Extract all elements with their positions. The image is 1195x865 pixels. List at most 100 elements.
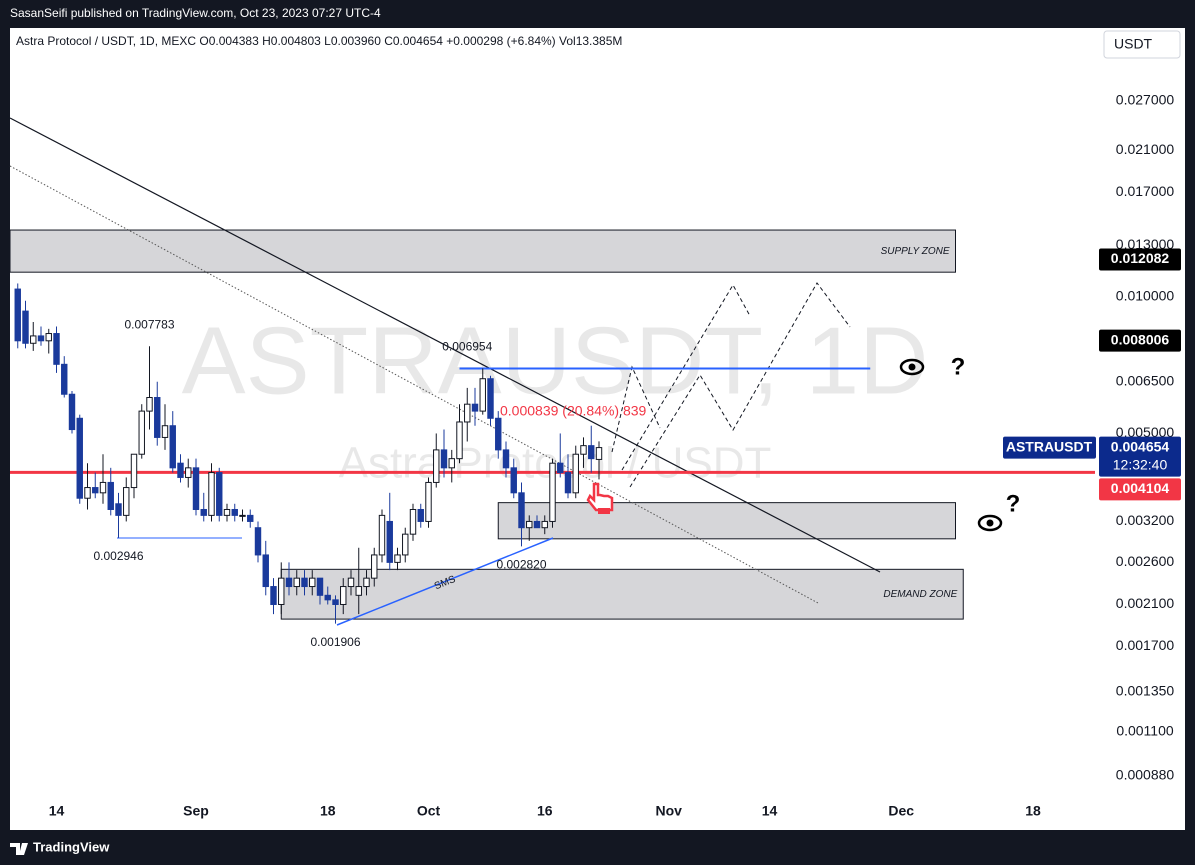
y-tick-label: 0.001100 [1116,723,1174,739]
currency-label: USDT [1114,36,1153,52]
measure-label: 0.000839 (20.84%) 839 [500,403,647,419]
candle-body [61,363,68,395]
candle-body [14,288,21,342]
candle-body [223,508,231,516]
price-annotation: 0.006954 [442,340,492,354]
candle-body [262,554,269,588]
candle-body [440,449,448,469]
x-tick-label: Nov [656,803,683,819]
candle-body [37,335,45,342]
candle-body [99,481,107,494]
candle-body [22,310,29,344]
candle-body [30,335,37,344]
zone-label: SUPPLY ZONE [881,246,950,257]
candle-body [185,467,192,478]
candle-body [115,503,122,516]
candle-body [378,514,386,556]
sms-line [336,537,554,626]
candle-body [76,417,83,499]
candle-body [123,487,130,516]
candle-body [192,467,200,510]
y-tick-label: 0.021000 [1116,141,1175,157]
candle-body [572,453,579,494]
candle-body [549,462,556,522]
candle-body [557,462,564,474]
candle-body [479,378,486,412]
candle-body [471,403,479,412]
candle-body [526,520,533,529]
candle-body [216,472,223,516]
y-tick-label: 0.017000 [1116,183,1175,199]
price-annotation: 0.002946 [93,549,143,563]
candle-body [425,481,432,522]
candle-body [301,577,308,588]
candle-body [433,449,440,483]
zone [280,568,964,620]
candle-body [247,514,254,522]
candle-body [347,577,355,588]
price-annotation: 0.001906 [310,635,360,649]
symbol-badge [1003,436,1096,459]
x-tick-label: 16 [537,803,553,819]
header: SasanSeifi published on TradingView.com,… [10,6,381,20]
question-mark: ? [1006,490,1021,517]
candle-body [154,397,161,438]
y-tick-label: 0.027000 [1116,92,1175,108]
candle-body [355,586,362,596]
x-tick-label: 18 [320,803,336,819]
projection [621,283,751,471]
candle-body [84,487,91,499]
candle-body [487,378,494,419]
y-tick-label: 0.002100 [1116,595,1175,611]
candle-body [270,586,277,605]
candle-body [402,533,409,556]
y-tick-label: 0.005000 [1116,424,1175,440]
candle-body [533,520,541,529]
y-tick-label: 0.002600 [1116,553,1175,569]
x-tick-label: 14 [49,803,65,819]
candle-body [363,577,370,588]
chart-area [10,28,1185,830]
last-price-label: 0.004654 [1111,438,1170,454]
candle-body [293,577,300,588]
plot: 0.007783 0.002946 0.006954 0.002820 0.001906 [10,283,1095,649]
candle-body [580,445,587,455]
candle-body [177,462,184,478]
candle-body [588,445,595,460]
countdown: 12:32:40 [1113,456,1168,472]
candle-body [239,514,246,517]
candle-body [107,481,114,510]
axes: 0.027000 0.021000 0.017000 0.013000 0.010000… [49,92,1181,819]
candle-body [68,393,76,431]
y-tick-label: 0.003200 [1116,512,1175,528]
candle-body [278,577,285,605]
candle-body [541,520,548,529]
candle-body [456,421,463,460]
currency-button[interactable] [1103,30,1181,59]
x-tick-label: Sep [183,803,209,819]
y-tick-label: 0.001700 [1116,637,1175,653]
y-tick-label: 0.010000 [1116,288,1175,304]
zone [9,229,956,273]
candle-body [564,472,572,494]
candle-body [45,333,52,342]
price-badge [1099,248,1181,271]
question-mark: ? [951,353,966,380]
x-tick-label: Dec [888,803,914,819]
y-tick-label: 0.013000 [1116,236,1175,252]
candle-body [495,417,502,451]
symbol-label: ASTRAUSDT [1006,438,1093,454]
candle-body [510,467,517,494]
candle-body [92,487,99,494]
candle-body [595,447,603,460]
footer: TradingView [33,839,110,854]
price-badge [1099,329,1181,352]
drawings: ? ? SMS 0.000839 (20.84%) 839 [9,117,1021,626]
candle-body [316,577,324,596]
candle-body [448,458,455,469]
candle-body [324,594,331,601]
projection [629,282,851,488]
zones: SUPPLY ZONE DEMAND ZONE [9,229,964,620]
x-tick-label: Oct [417,803,441,819]
price-annotation: 0.002820 [496,558,546,572]
